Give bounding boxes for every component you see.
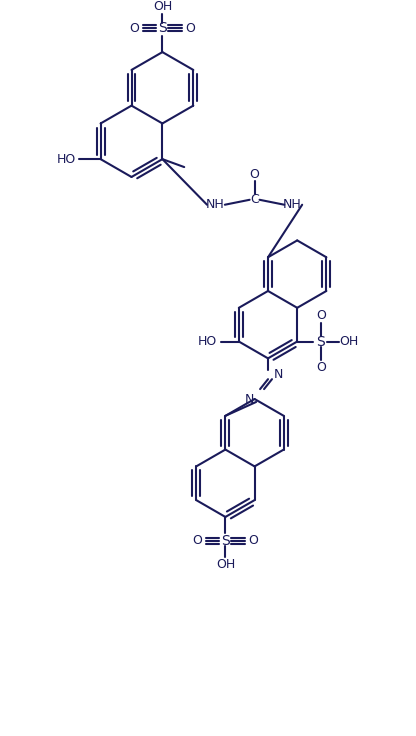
Text: OH: OH bbox=[153, 0, 172, 13]
Text: O: O bbox=[316, 309, 326, 322]
Text: C: C bbox=[250, 194, 259, 206]
Text: N: N bbox=[245, 392, 254, 406]
Text: NH: NH bbox=[206, 198, 224, 211]
Text: S: S bbox=[221, 534, 230, 548]
Text: S: S bbox=[317, 335, 325, 349]
Text: O: O bbox=[250, 168, 260, 180]
Text: O: O bbox=[130, 22, 140, 35]
Text: O: O bbox=[316, 361, 326, 374]
Text: NH: NH bbox=[283, 198, 302, 211]
Text: N: N bbox=[274, 368, 283, 381]
Text: HO: HO bbox=[56, 152, 76, 166]
Text: S: S bbox=[158, 21, 167, 35]
Text: HO: HO bbox=[198, 335, 217, 348]
Text: OH: OH bbox=[216, 558, 235, 571]
Text: O: O bbox=[185, 22, 195, 35]
Text: O: O bbox=[248, 534, 258, 548]
Text: OH: OH bbox=[339, 335, 358, 348]
Text: O: O bbox=[193, 534, 203, 548]
